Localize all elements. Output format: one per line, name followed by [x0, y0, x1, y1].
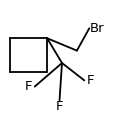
Text: F: F	[25, 80, 32, 93]
Text: Br: Br	[89, 22, 104, 35]
Text: F: F	[87, 74, 94, 87]
Text: F: F	[56, 100, 63, 113]
